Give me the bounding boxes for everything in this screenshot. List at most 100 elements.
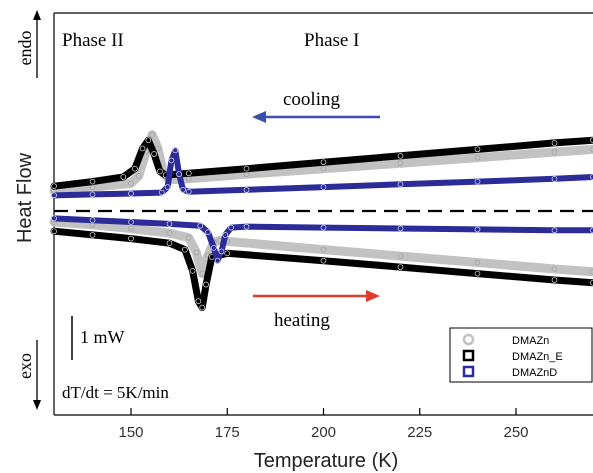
data-point xyxy=(199,270,206,277)
data-point xyxy=(397,225,404,232)
data-point xyxy=(149,131,155,138)
data-point xyxy=(51,183,57,189)
data-point xyxy=(51,228,57,235)
data-point xyxy=(320,165,327,172)
data-point xyxy=(164,184,171,190)
data-point xyxy=(128,219,134,225)
cooling-arrow-icon xyxy=(252,111,380,123)
data-point xyxy=(590,227,593,234)
data-point xyxy=(210,245,217,251)
series-line-heating xyxy=(49,217,593,279)
data-point xyxy=(185,176,192,182)
data-point xyxy=(132,165,138,172)
data-point xyxy=(128,225,134,232)
data-point xyxy=(203,281,209,288)
data-point xyxy=(243,223,250,230)
data-point xyxy=(128,190,134,197)
series-line-heating xyxy=(50,227,593,312)
data-point xyxy=(180,187,186,193)
data-point xyxy=(189,267,196,274)
data-point xyxy=(128,180,134,187)
series-layer xyxy=(49,130,593,312)
data-point xyxy=(151,151,157,157)
x-axis-ticks: 150 175 200 225 250 xyxy=(118,408,529,441)
data-point xyxy=(159,189,165,196)
data-point xyxy=(185,234,192,241)
data-point xyxy=(89,178,96,185)
data-point xyxy=(590,268,593,275)
data-point xyxy=(551,227,558,234)
data-point xyxy=(185,170,192,177)
data-point xyxy=(135,173,142,179)
data-point xyxy=(182,246,188,253)
exo-label: exo xyxy=(15,353,35,379)
data-point xyxy=(185,188,192,195)
legend-marker xyxy=(462,333,475,346)
endo-indicator: endo xyxy=(15,10,41,78)
data-point xyxy=(397,160,404,166)
data-point xyxy=(145,137,152,143)
rate-label: dT/dt = 5K/min xyxy=(62,383,169,402)
data-point xyxy=(166,240,173,246)
x-tick-label: 250 xyxy=(503,424,528,441)
data-point xyxy=(551,266,558,272)
y-axis-title: Heat Flow xyxy=(14,152,36,243)
heating-label: heating xyxy=(274,310,330,331)
data-point xyxy=(397,153,404,159)
data-point xyxy=(166,230,173,236)
data-point xyxy=(320,224,327,231)
heating-arrow-icon xyxy=(253,290,380,302)
data-point xyxy=(474,270,481,277)
data-point xyxy=(551,176,558,182)
data-point xyxy=(551,149,558,155)
phase-ii-label: Phase II xyxy=(62,30,124,51)
series-line-cooling xyxy=(50,136,593,190)
x-axis-title: Temperature (K) xyxy=(254,450,399,472)
endo-label: endo xyxy=(15,31,35,66)
data-point xyxy=(590,279,593,286)
phase-i-label: Phase I xyxy=(304,30,359,51)
data-point xyxy=(474,178,481,185)
legend-label: DMAZn xyxy=(512,335,549,347)
data-point xyxy=(166,221,173,227)
data-point xyxy=(51,192,57,199)
data-point xyxy=(397,253,404,259)
legend-marker xyxy=(462,349,475,362)
scale-bar: 1 mW xyxy=(71,316,125,360)
exo-arrow-head-icon xyxy=(33,400,41,410)
data-point xyxy=(222,232,229,238)
x-tick-label: 200 xyxy=(311,424,336,441)
series-line-cooling xyxy=(51,147,593,199)
data-point xyxy=(172,147,179,154)
data-point xyxy=(214,257,221,264)
data-point xyxy=(193,249,200,256)
data-point xyxy=(176,171,182,177)
data-point xyxy=(474,146,481,153)
data-point xyxy=(51,215,57,222)
data-point xyxy=(551,277,558,283)
data-point xyxy=(320,257,327,264)
data-point xyxy=(474,154,481,161)
data-point xyxy=(199,304,206,311)
legend-label: DMAZn_E xyxy=(512,351,563,363)
data-point xyxy=(120,174,127,180)
data-point xyxy=(197,222,204,229)
x-tick-label: 150 xyxy=(118,424,143,441)
series-dmazn-e xyxy=(50,136,593,312)
legend-marker xyxy=(462,365,475,378)
data-point xyxy=(474,226,481,233)
data-point xyxy=(397,181,404,188)
data-point xyxy=(320,159,327,166)
data-point xyxy=(89,232,96,238)
data-point xyxy=(590,174,593,180)
data-point xyxy=(195,298,202,304)
data-point xyxy=(89,191,96,198)
cooling-label: cooling xyxy=(283,89,340,110)
scale-bar-label: 1 mW xyxy=(80,327,125,347)
data-point xyxy=(157,168,163,175)
data-point xyxy=(243,171,250,177)
data-point xyxy=(205,229,211,235)
series-dmazn xyxy=(49,130,593,279)
x-tick-label: 175 xyxy=(215,424,240,441)
